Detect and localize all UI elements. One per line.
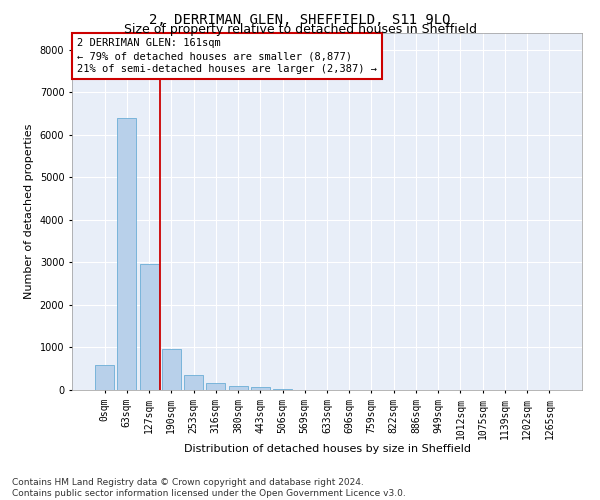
X-axis label: Distribution of detached houses by size in Sheffield: Distribution of detached houses by size … xyxy=(184,444,470,454)
Bar xyxy=(229,386,248,390)
Text: 2, DERRIMAN GLEN, SHEFFIELD, S11 9LQ: 2, DERRIMAN GLEN, SHEFFIELD, S11 9LQ xyxy=(149,12,451,26)
Text: 2 DERRIMAN GLEN: 161sqm
← 79% of detached houses are smaller (8,877)
21% of semi: 2 DERRIMAN GLEN: 161sqm ← 79% of detache… xyxy=(77,38,377,74)
Bar xyxy=(118,118,136,390)
Bar xyxy=(95,366,114,390)
Text: Contains HM Land Registry data © Crown copyright and database right 2024.
Contai: Contains HM Land Registry data © Crown c… xyxy=(12,478,406,498)
Bar xyxy=(184,374,203,390)
Bar xyxy=(251,387,270,390)
Bar xyxy=(273,389,292,390)
Y-axis label: Number of detached properties: Number of detached properties xyxy=(24,124,34,299)
Bar xyxy=(206,384,225,390)
Bar xyxy=(162,348,181,390)
Text: Size of property relative to detached houses in Sheffield: Size of property relative to detached ho… xyxy=(124,22,476,36)
Bar xyxy=(140,264,158,390)
